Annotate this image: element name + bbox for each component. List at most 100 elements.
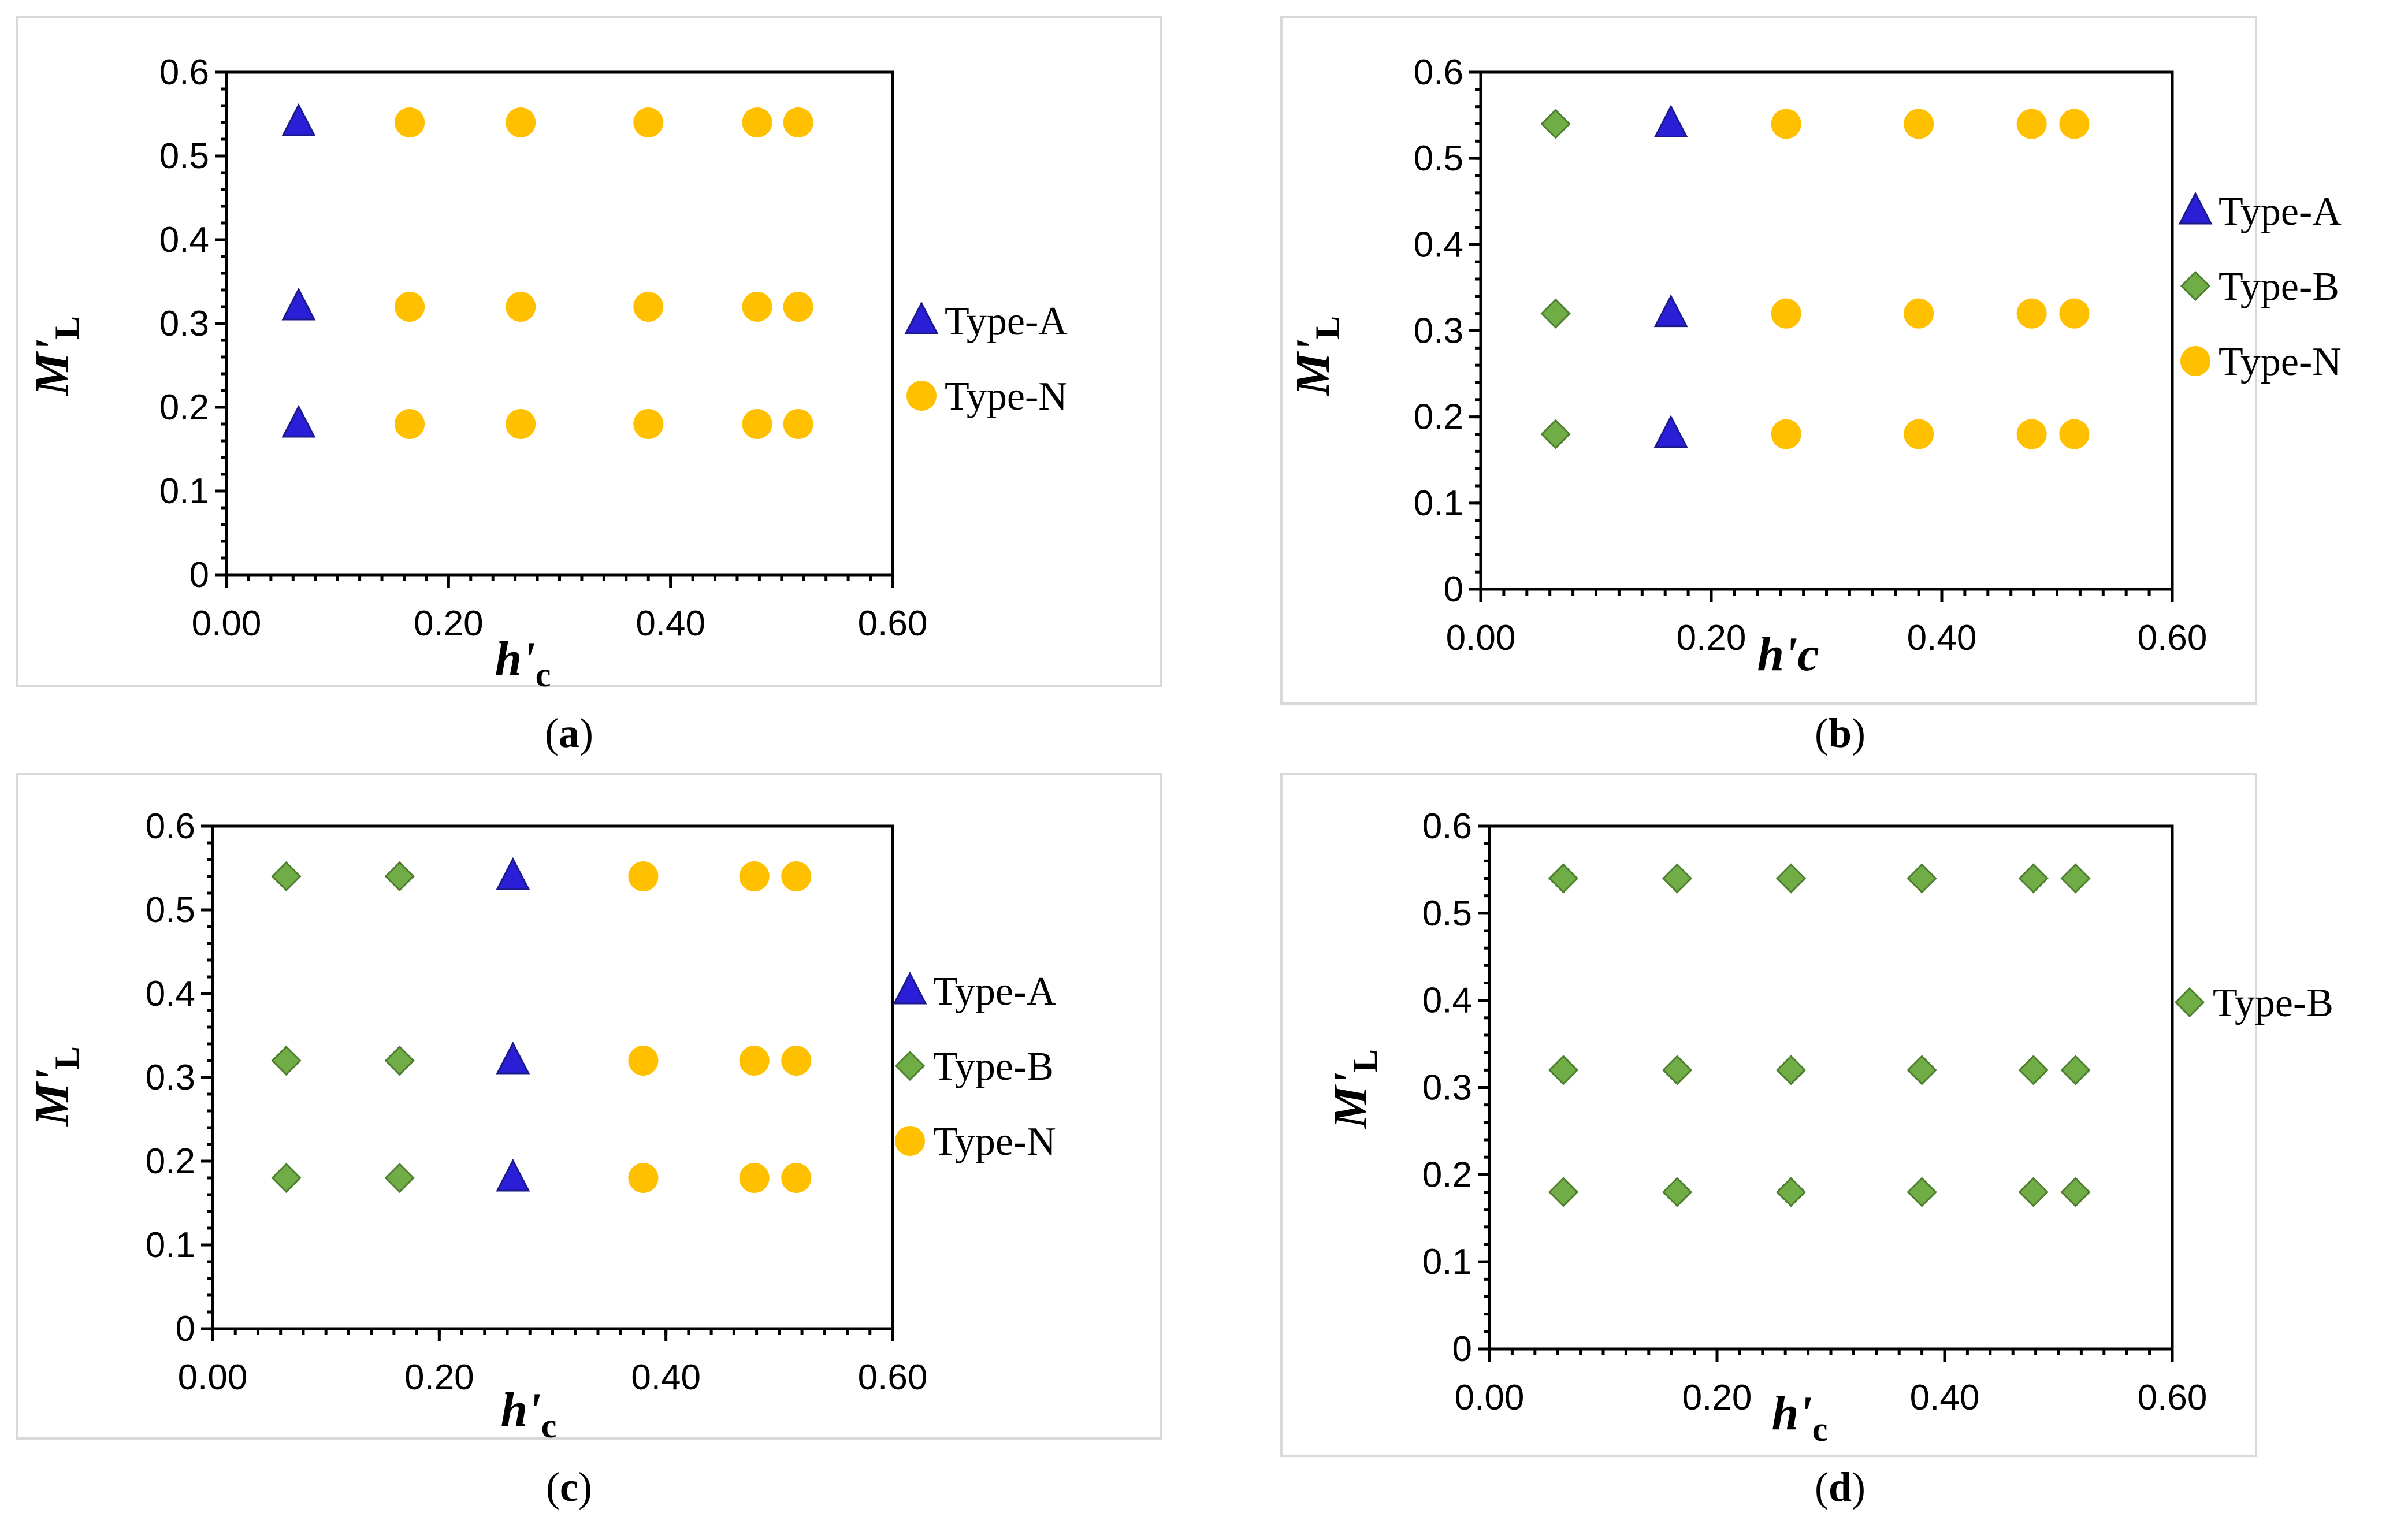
data-point-type-n (2059, 298, 2090, 329)
legend: Type-B (2174, 981, 2333, 1025)
data-point-type-n (2016, 419, 2047, 449)
x-tick-label: 0.20 (414, 604, 484, 644)
data-point-type-b (1548, 1055, 1579, 1085)
data-point-type-n (395, 292, 425, 322)
data-point-type-b (271, 861, 302, 892)
y-axis-title: M'L (25, 1046, 86, 1127)
panel-caption: (c) (546, 1464, 592, 1510)
data-point-type-a (496, 857, 530, 890)
y-tick-label: 0.2 (1422, 1155, 1472, 1195)
data-point-type-b (1662, 1177, 1693, 1207)
y-tick-label: 0.1 (1422, 1242, 1472, 1282)
y-tick-label: 0.2 (159, 388, 209, 427)
legend-label: Type-A (933, 969, 1056, 1014)
y-axis-title: M'L (25, 316, 86, 397)
y-tick-label: 0.3 (1414, 311, 1463, 351)
x-tick-label: 0.60 (2138, 618, 2208, 658)
data-point-type-n (506, 409, 536, 439)
data-point-type-n (628, 861, 659, 891)
y-axis-title: M'L (1286, 316, 1347, 397)
y-tick-label: 0.4 (146, 974, 195, 1014)
x-tick-label: 0.00 (192, 604, 262, 644)
y-tick-label: 0.4 (159, 220, 209, 260)
data-point-type-n (395, 409, 425, 439)
data-point-type-n (783, 409, 813, 439)
data-point-type-a (281, 404, 316, 438)
chart-panel-a: 0 0.1 0.2 0.3 0.4 0.5 0.6 0.00 0.20 0.40 0.60 h'c M'… (16, 16, 1162, 756)
data-point-type-a (496, 1041, 530, 1075)
y-tick-label: 0.2 (146, 1142, 195, 1181)
legend-marker-type-a (904, 301, 939, 334)
y-tick-label: 0 (1452, 1329, 1472, 1369)
data-point-type-n (633, 409, 664, 439)
legend-marker-type-n (906, 381, 937, 411)
data-point-type-n (1904, 419, 1934, 449)
data-point-type-n (783, 107, 813, 137)
chart-panel-b: 0 0.1 0.2 0.3 0.4 0.5 0.6 0.00 0.20 0.40 0.60 h'c M'… (1280, 16, 2342, 756)
y-tick-label: 0.5 (1422, 894, 1472, 934)
legend-label: Type-B (2213, 981, 2333, 1025)
x-tick-label: 0.60 (858, 604, 928, 644)
data-point-type-b (1548, 863, 1579, 894)
x-tick-label: 0.00 (1455, 1378, 1525, 1418)
panel-caption: (b) (1815, 710, 1866, 756)
data-point-type-b (1540, 298, 1571, 329)
data-point-type-a (1653, 294, 1688, 328)
y-tick-label: 0.6 (159, 53, 209, 92)
data-point-type-b (1907, 863, 1937, 894)
x-axis-title: h'c (501, 1383, 557, 1445)
y-tick-label: 0.5 (146, 890, 195, 930)
panel-caption: (a) (545, 710, 593, 756)
data-point-type-a (1653, 415, 1688, 448)
x-tick-label: 0.20 (1682, 1378, 1752, 1418)
legend-marker-type-b (2174, 987, 2205, 1018)
data-point-type-b (1775, 1177, 1807, 1207)
data-point-type-a (1653, 105, 1688, 137)
y-tick-label: 0.1 (1414, 484, 1463, 523)
legend-marker-type-n (895, 1126, 925, 1156)
data-point-type-n (633, 292, 664, 322)
legend-label: Type-N (933, 1120, 1056, 1164)
data-point-type-b (2060, 1177, 2091, 1207)
data-point-type-b (1775, 1055, 1807, 1085)
data-point-type-n (1904, 298, 1934, 329)
data-point-type-b (1907, 1177, 1937, 1207)
data-point-type-n (506, 292, 536, 322)
data-point-type-n (1771, 109, 1801, 139)
y-tick-label: 0 (176, 1309, 195, 1349)
x-tick-label: 0.00 (178, 1358, 248, 1397)
x-tick-label: 0.20 (404, 1358, 474, 1397)
x-tick-label: 0.40 (1910, 1378, 1980, 1418)
data-point-type-b (1662, 1055, 1693, 1085)
data-point-type-b (2018, 1055, 2049, 1085)
data-point-type-b (1775, 863, 1807, 894)
y-axis-title: M'L (1324, 1049, 1384, 1130)
data-point-type-n (1771, 298, 1801, 329)
data-point-type-n (781, 1163, 812, 1193)
y-tick-label: 0.5 (159, 136, 209, 176)
data-point-type-b (1907, 1055, 1937, 1085)
data-point-type-n (628, 1046, 659, 1076)
legend-marker-type-a (893, 971, 927, 1005)
legend-marker-type-n (2180, 346, 2210, 376)
data-point-type-n (395, 107, 425, 137)
legend: Type-A Type-N (904, 299, 1068, 419)
data-point-type-n (739, 1046, 770, 1076)
data-point-type-n (783, 292, 813, 322)
data-point-type-a (281, 103, 316, 136)
data-point-type-b (2018, 1177, 2049, 1207)
y-tick-label: 0.6 (1422, 806, 1472, 846)
legend-marker-type-b (2180, 270, 2211, 302)
legend-label: Type-B (2219, 265, 2339, 309)
panel-frame (1280, 16, 2257, 705)
data-point-type-n (506, 107, 536, 137)
data-point-type-n (1904, 109, 1934, 139)
y-tick-label: 0.3 (159, 304, 209, 344)
y-tick-label: 0.2 (1414, 397, 1463, 437)
legend-label: Type-N (945, 374, 1068, 419)
data-point-type-b (384, 861, 415, 892)
data-point-type-n (633, 107, 664, 137)
data-point-type-b (2060, 1055, 2091, 1085)
data-point-type-a (496, 1158, 530, 1192)
